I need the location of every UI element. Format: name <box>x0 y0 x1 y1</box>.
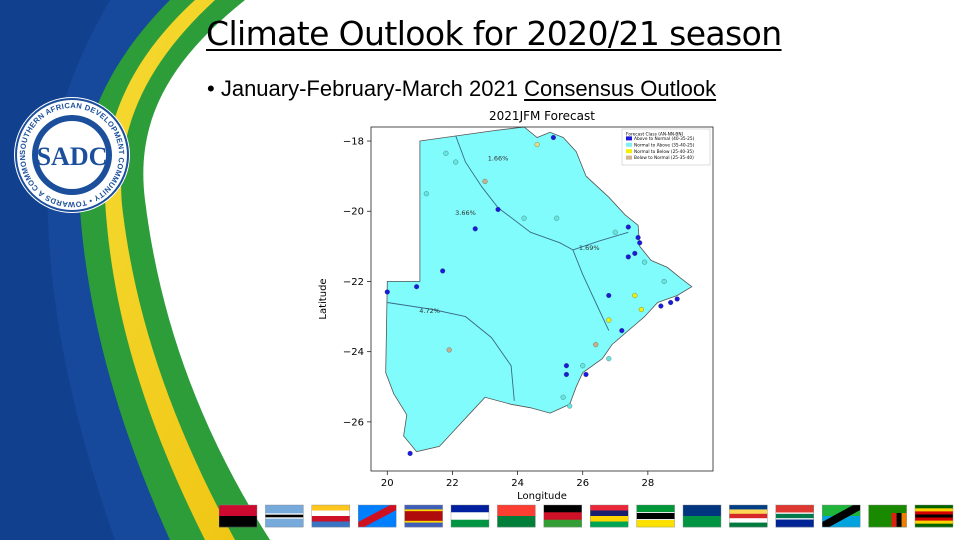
station-marker <box>668 299 674 306</box>
station-marker <box>661 278 667 284</box>
plot-frame <box>370 126 714 472</box>
legend-label: Normal to Above (35-40-25) <box>634 142 695 148</box>
flag-mozambique <box>636 504 675 528</box>
station-marker <box>440 268 446 274</box>
bullet-text: January-February-March 2021 <box>220 76 525 101</box>
flag-zambia <box>868 504 907 528</box>
y-tick-label: −22 <box>343 277 364 288</box>
flag-seychelles <box>729 504 768 528</box>
flag-namibia <box>682 504 722 528</box>
flag-malawi <box>543 504 582 528</box>
station-marker <box>642 259 648 265</box>
station-marker <box>521 215 527 221</box>
station-marker <box>384 289 390 295</box>
legend-swatch <box>626 149 632 154</box>
sadc-logo: SOUTHERN AFRICAN DEVELOPMENT COMMUNITY •… <box>9 88 132 215</box>
station-marker <box>472 226 478 232</box>
zone-label: 4.72% <box>419 307 440 315</box>
flag-mauritius <box>590 504 629 528</box>
flag-south-africa <box>775 504 814 528</box>
x-tick-label: 20 <box>381 478 394 489</box>
station-marker <box>635 235 641 241</box>
slide-title: Climate Outlook for 2020/21 season <box>206 14 782 53</box>
station-marker <box>606 356 612 362</box>
x-tick-label: 22 <box>446 478 459 489</box>
member-state-flags <box>219 504 954 528</box>
x-tick-label: 28 <box>641 478 654 489</box>
zone-boundary <box>572 231 629 251</box>
svg-text:SADC: SADC <box>37 142 108 171</box>
station-marker <box>632 250 638 256</box>
legend-label: Above to Normal (40-35-25) <box>634 136 695 142</box>
x-tick-label: 24 <box>511 478 524 489</box>
zone-label: 1.66% <box>488 154 509 162</box>
station-marker <box>567 403 573 409</box>
station-marker <box>580 363 586 369</box>
station-marker <box>658 303 664 309</box>
flag-botswana <box>265 504 304 528</box>
flag-tanzania <box>822 504 861 528</box>
station-marker <box>534 142 540 148</box>
station-marker <box>453 159 459 165</box>
x-tick-label: 26 <box>576 478 589 489</box>
bullet-item: • January-February-March 2021 Consensus … <box>207 76 716 102</box>
station-marker <box>563 363 569 369</box>
forecast-map-figure: 2021JFM Forecast 1.66% 3.66% 1.69% 4.72% 20 22… <box>300 104 724 504</box>
x-axis-label: Longitude <box>517 491 567 502</box>
flag-dr-congo <box>357 504 397 528</box>
zone-boundary <box>387 302 515 401</box>
station-marker <box>674 296 680 302</box>
zone-boundary <box>572 249 610 331</box>
station-marker <box>443 150 449 156</box>
station-marker <box>583 371 589 378</box>
station-marker <box>625 254 631 260</box>
legend-swatch <box>626 136 632 141</box>
station-marker <box>554 215 560 221</box>
station-marker <box>560 394 566 400</box>
legend-label: Normal to Below (25-40-35) <box>634 149 694 155</box>
y-tick-label: −24 <box>343 347 364 358</box>
legend-box <box>621 128 711 166</box>
station-marker <box>407 450 413 456</box>
station-marker <box>606 292 612 299</box>
bullet-underlined-text: Consensus Outlook <box>524 76 717 101</box>
y-tick-label: −18 <box>343 137 364 148</box>
flag-zimbabwe <box>914 504 954 528</box>
legend-label: Below to Normal (25-35-40) <box>634 155 694 161</box>
station-marker <box>423 191 429 197</box>
legend-title: Forecast Class (AN-NN-BN) <box>626 132 684 138</box>
flag-eswatini <box>404 504 443 528</box>
y-axis-label: Latitude <box>318 278 329 319</box>
station-marker <box>550 134 556 141</box>
station-marker <box>593 342 599 348</box>
legend-swatch <box>626 142 632 147</box>
station-marker <box>414 284 420 290</box>
flag-angola <box>219 504 258 528</box>
flag-comoros <box>311 504 351 528</box>
flag-lesotho <box>450 504 490 528</box>
country-region <box>385 126 693 453</box>
station-marker <box>625 224 631 230</box>
station-marker <box>606 317 612 323</box>
station-marker <box>619 328 625 334</box>
y-tick-label: −26 <box>343 417 364 428</box>
zone-label: 1.69% <box>579 244 600 252</box>
station-marker <box>632 292 638 299</box>
station-marker <box>563 371 569 378</box>
bullet-marker: • <box>207 76 215 101</box>
chart-title: 2021JFM Forecast <box>489 109 595 123</box>
station-marker <box>638 306 644 313</box>
y-tick-label: −20 <box>343 207 364 218</box>
station-marker <box>612 229 618 235</box>
zone-label: 3.66% <box>455 209 476 217</box>
station-marker <box>446 347 452 353</box>
flag-madagascar <box>497 504 536 528</box>
station-marker <box>482 178 488 184</box>
station-marker <box>495 206 501 213</box>
legend-swatch <box>626 155 632 160</box>
station-marker <box>637 240 643 246</box>
